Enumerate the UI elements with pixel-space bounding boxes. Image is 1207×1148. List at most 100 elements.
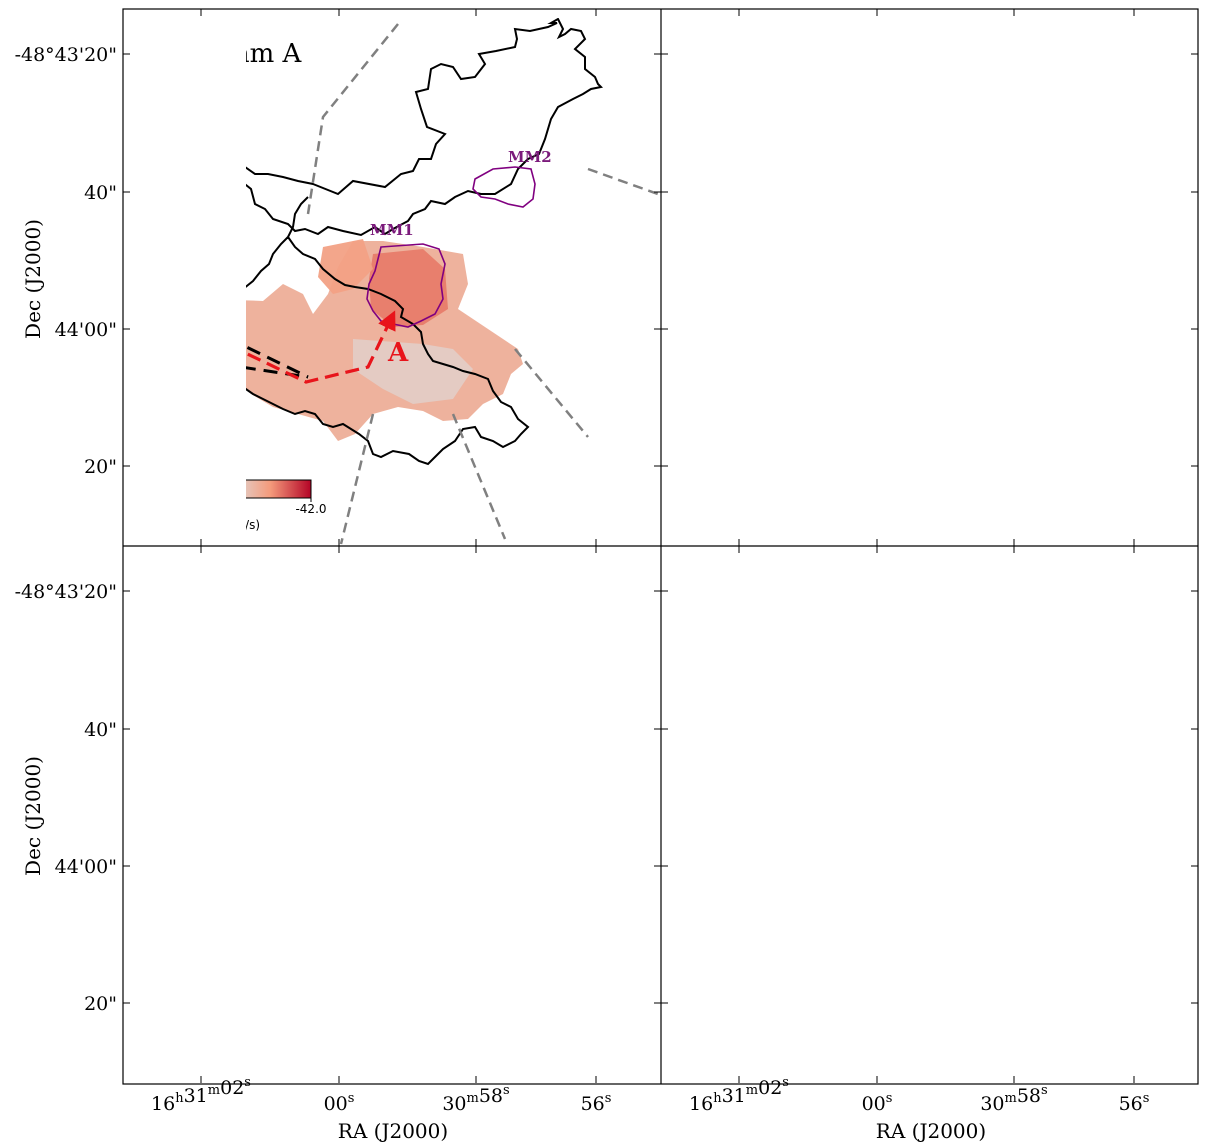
mm1-contour (367, 781, 445, 864)
colorbar-tick-label: -50.0 (993, 1039, 1024, 1053)
colorbar-label: Vlsr (km/s) (1060, 1055, 1120, 1071)
x-tick-label: 16h31m02s (689, 1075, 789, 1115)
stream-label: A (387, 338, 409, 368)
gray-filament-line (671, 888, 846, 914)
stream-label: B (956, 335, 978, 365)
x-tick-label: 00s (324, 1091, 355, 1115)
dust-contour (246, 196, 530, 466)
x-tick-label: 56s (1119, 1091, 1150, 1115)
dust-contour (171, 734, 528, 1001)
x-tick-label: 00s (862, 1091, 893, 1115)
emission-patch (385, 814, 423, 846)
gray-filament-line (453, 951, 505, 1076)
emission-patch (889, 321, 1001, 427)
gray-filament-line (1053, 886, 1126, 974)
mm1-label: MM1 (908, 221, 952, 239)
mm2-label: MM2 (508, 685, 552, 703)
colorbar-label: Vlsr (km/s) (1060, 518, 1120, 534)
mm2-label: MM2 (508, 148, 552, 166)
black-filament-line (991, 951, 1041, 1076)
y-tick-label: 40" (84, 182, 117, 204)
y-tick-label: -48°43'20" (15, 44, 117, 66)
emission-patch (701, 864, 741, 886)
x-tick-label: 30m58s (980, 1083, 1047, 1115)
stream-arrow (453, 809, 513, 886)
mm2-contour (1011, 167, 1073, 207)
stream-arrow (978, 683, 1025, 774)
y-tick-label: 40" (84, 719, 117, 741)
panel-title: Stream A (178, 39, 302, 69)
mm2-contour (1011, 704, 1073, 744)
y-axis-label: Dec (J2000) (21, 219, 45, 339)
colorbar-tick-label: -42.0 (295, 502, 326, 516)
mm1-contour (905, 781, 983, 864)
colorbar-tick-label: -42.0 (295, 1039, 326, 1053)
x-tick-label: 16h31m02s (151, 1075, 251, 1115)
gray-filament-line (587, 167, 659, 196)
mm2-label: MM2 (1046, 685, 1090, 703)
panel-title: Stream C (178, 576, 302, 606)
gray-filament-line (341, 951, 373, 1081)
gray-filament-line (306, 23, 399, 215)
y-tick-label: 44'00" (55, 856, 117, 878)
colorbar-tick-label: -42.0 (1155, 1039, 1186, 1053)
emission-patch (1049, 279, 1071, 309)
emission-patch (979, 134, 996, 154)
colorbar-label: Vlsr (km/s) (200, 518, 260, 534)
emission-patch (821, 676, 1033, 986)
colorbar-label: Vlsr (km/s) (200, 1055, 260, 1071)
colorbar-tick-label: -42.0 (1155, 502, 1186, 516)
emission-patch (843, 377, 853, 393)
y-tick-label: 44'00" (55, 319, 117, 341)
mm2-label: MM2 (1046, 148, 1090, 166)
stream-label: C2 (423, 868, 462, 898)
black-filament-line (991, 414, 1046, 539)
x-axis-label: RA (J2000) (338, 1119, 448, 1143)
mm1-contour (366, 243, 446, 328)
dust-contour (709, 734, 1066, 1001)
dust-contour-mm2 (703, 19, 1139, 235)
gray-filament-line (741, 791, 846, 914)
panel-2: C1 C2 MM1 MM2 Stream C -50.0 -46.0 -42.0 Vlsr (k… (133, 556, 658, 1081)
stream-arrow (959, 864, 985, 951)
emission-patch (901, 734, 991, 781)
black-filament-line (515, 886, 588, 974)
x-axis-label: RA (J2000) (876, 1119, 986, 1143)
panel-1: B MM1 MM2 Stream B -50.0 -46.0 -42.0 Vlsr (km/s… (671, 19, 1196, 544)
mm2-contour (473, 704, 535, 744)
black-filament-line (876, 951, 911, 1081)
gray-filament-line (588, 706, 658, 731)
emission-patch (353, 339, 473, 404)
y-axis-label: Dec (J2000) (21, 756, 45, 876)
dust-contour-mm2 (165, 556, 601, 772)
y-tick-label: 20" (84, 456, 117, 478)
panel-title: Stream D (1018, 576, 1143, 606)
gray-filament-line (846, 24, 936, 214)
emission-patch (445, 796, 501, 898)
dust-contour (709, 197, 1066, 464)
colorbar-tick-label: -50.0 (133, 1039, 164, 1053)
emission-patch (821, 858, 896, 896)
black-filament-line (876, 414, 911, 544)
emission-patch (295, 751, 375, 868)
colorbar (1009, 1017, 1171, 1035)
stream-label: D1 (936, 868, 977, 898)
mm1-label: MM1 (908, 758, 952, 776)
gray-filament-line (203, 791, 308, 914)
stream-arrow (246, 310, 396, 384)
gray-filament-line (514, 348, 589, 438)
black-filament-line (308, 561, 398, 751)
colorbar (149, 1017, 311, 1035)
gray-filament-line (1053, 349, 1126, 437)
colorbar (1009, 480, 1171, 498)
emission-patch (423, 901, 463, 936)
mm1-label: MM1 (370, 758, 414, 776)
panel-title: Stream B (1018, 39, 1142, 69)
emission-patch (318, 239, 373, 294)
gray-filament-line (671, 351, 846, 377)
colorbar-tick-label: -46.0 (214, 1039, 245, 1053)
panel-3: D1 D2 MM1 MM2 Stream D -50.0 -46.0 -42.0 Vlsr (k… (671, 556, 1196, 1081)
mm2-contour (472, 166, 536, 208)
colorbar-tick-label: -46.0 (1074, 1039, 1105, 1053)
